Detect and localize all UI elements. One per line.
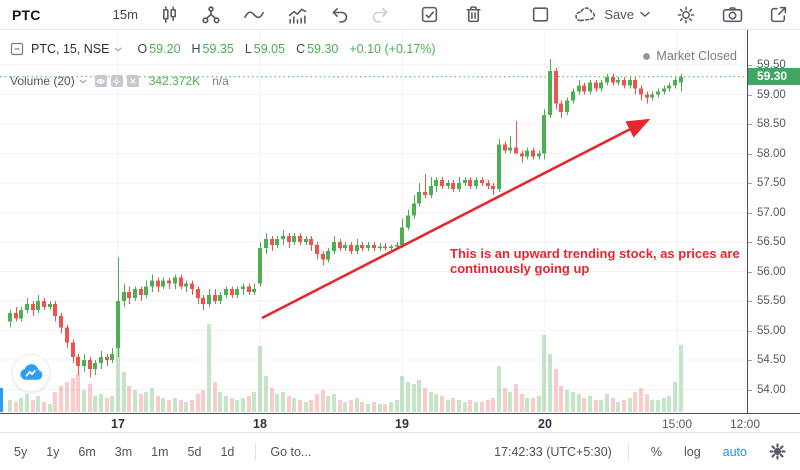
indicators-icon[interactable] <box>287 5 308 24</box>
range-button-3m[interactable]: 3m <box>114 444 133 459</box>
redo-icon[interactable] <box>371 6 390 23</box>
time-axis-label: 15:00 <box>661 417 693 431</box>
candlestick-chart <box>0 30 747 412</box>
chart-properties-gear-icon[interactable] <box>769 443 786 460</box>
alert-checkbox-icon[interactable] <box>420 5 439 24</box>
last-price-badge: 59.30 <box>748 68 800 86</box>
interval-button[interactable]: 15m <box>112 7 138 22</box>
range-button-1m[interactable]: 1m <box>151 444 169 459</box>
volume-remove-close-icon[interactable] <box>126 75 139 87</box>
legend-symbol: PTC <box>31 42 56 56</box>
price-tick-label: 54.00 <box>748 383 786 397</box>
volume-visibility-eye-icon[interactable] <box>94 75 107 87</box>
time-axis-label: 20 <box>538 417 552 431</box>
time-axis-label: 18 <box>253 417 267 431</box>
price-axis[interactable]: 59.30 59.50 59.00 58.50 58.00 57.50 57.00 56.5… <box>747 30 800 413</box>
divider <box>627 443 629 460</box>
chart-pane[interactable]: PTC, 15, NSE O 59.20 H 59.35 L 59.05 C 59.30… <box>0 30 747 413</box>
legend-detail: , 15, NSE <box>56 42 110 56</box>
undo-icon[interactable] <box>330 6 349 23</box>
chart-style-candles-icon[interactable] <box>160 5 179 24</box>
trash-icon[interactable] <box>465 5 482 24</box>
range-button-5d[interactable]: 5d <box>187 444 202 459</box>
price-tick-label: 55.00 <box>748 324 786 338</box>
close-value: C 59.30 <box>296 42 339 56</box>
bottom-toolbar: 5y 1y 6m 3m 1m 5d 1d Go to... 17:42:33 (… <box>0 432 800 470</box>
price-tick-label: 59.50 <box>748 58 786 72</box>
open-value: O 59.20 <box>137 42 181 56</box>
volume-series <box>8 324 683 412</box>
price-tick-label: 58.50 <box>748 117 786 131</box>
market-status-dot <box>643 52 651 60</box>
divider <box>255 443 257 460</box>
annotation-line1: This is an upward trending stock, as pri… <box>450 246 740 261</box>
broker-watermark-logo[interactable] <box>12 354 50 392</box>
symbol-legend[interactable]: PTC, 15, NSE O 59.20 H 59.35 L 59.05 C 59.30… <box>10 42 436 56</box>
price-tick-label: 56.00 <box>748 265 786 279</box>
volume-value: 342.372K <box>148 74 201 88</box>
ohlc-values: O 59.20 H 59.35 L 59.05 C 59.30 +0.10 (+0.17… <box>138 42 436 56</box>
market-status-label: Market Closed <box>656 49 737 63</box>
range-button-1d[interactable]: 1d <box>220 444 235 459</box>
auto-scale-button[interactable]: auto <box>722 444 747 459</box>
chevron-down-icon <box>640 11 650 17</box>
price-tick-label: 57.00 <box>748 206 786 220</box>
range-button-1y[interactable]: 1y <box>46 444 60 459</box>
collapse-legend-icon[interactable] <box>10 42 24 56</box>
volume-legend[interactable]: Volume (20) 342.372K n/a <box>10 74 229 88</box>
trend-arrow-drawing[interactable] <box>261 118 651 320</box>
settings-gear-icon[interactable] <box>676 5 696 25</box>
annotation-line2: continuously going up <box>450 261 590 276</box>
layout-icon[interactable] <box>531 5 550 24</box>
symbol-button[interactable]: PTC <box>12 6 41 23</box>
percent-scale-button[interactable]: % <box>650 444 662 459</box>
price-tick-label: 58.00 <box>748 147 786 161</box>
time-axis-label: 17 <box>111 417 125 431</box>
time-axis[interactable]: 17 18 19 20 15:00 12:00 <box>0 413 800 432</box>
volume-legend-title[interactable]: Volume (20) <box>10 74 75 88</box>
line-chart-icon[interactable] <box>243 7 265 22</box>
top-toolbar: PTC 15m <box>0 0 800 30</box>
volume-ma-value: n/a <box>212 74 229 88</box>
low-value: L 59.05 <box>244 42 286 56</box>
cloud-save-icon <box>575 7 596 22</box>
grid-lines <box>0 30 747 412</box>
high-value: H 59.35 <box>191 42 234 56</box>
price-tick-label: 55.50 <box>748 294 786 308</box>
time-axis-label: 19 <box>395 417 409 431</box>
price-tick-label: 57.50 <box>748 176 786 190</box>
save-button[interactable]: Save <box>574 6 650 23</box>
time-axis-label: 12:00 <box>729 417 761 431</box>
price-tick-label: 59.00 <box>748 88 786 102</box>
compare-icon[interactable] <box>201 5 221 25</box>
publish-external-link-icon[interactable] <box>769 5 788 24</box>
save-label: Save <box>604 7 634 22</box>
market-status: Market Closed <box>643 49 737 63</box>
clock-timezone-button[interactable]: 17:42:33 (UTC+5:30) <box>494 444 612 459</box>
candlestick-series <box>8 59 683 378</box>
go-to-date-button[interactable]: Go to... <box>270 444 312 459</box>
price-tick-label: 56.50 <box>748 235 786 249</box>
volume-caret-icon[interactable] <box>79 78 87 84</box>
cloud-mountain-logo-icon <box>20 364 43 380</box>
price-tick-label: 54.50 <box>748 353 786 367</box>
camera-snapshot-icon[interactable] <box>722 6 743 23</box>
legend-symbol-title[interactable]: PTC, 15, NSE <box>31 42 110 56</box>
range-button-5y[interactable]: 5y <box>14 444 28 459</box>
change-value: +0.10 (+0.17%) <box>349 42 436 56</box>
legend-caret-icon[interactable] <box>113 46 122 52</box>
range-button-6m[interactable]: 6m <box>78 444 96 459</box>
trend-annotation-text[interactable]: This is an upward trending stock, as pri… <box>450 246 740 276</box>
chart-content: PTC, 15, NSE O 59.20 H 59.35 L 59.05 C 59.30… <box>0 30 800 413</box>
log-scale-button[interactable]: log <box>683 444 701 459</box>
volume-settings-gear-icon[interactable] <box>110 75 123 87</box>
clipped-volume-bar <box>0 388 3 412</box>
